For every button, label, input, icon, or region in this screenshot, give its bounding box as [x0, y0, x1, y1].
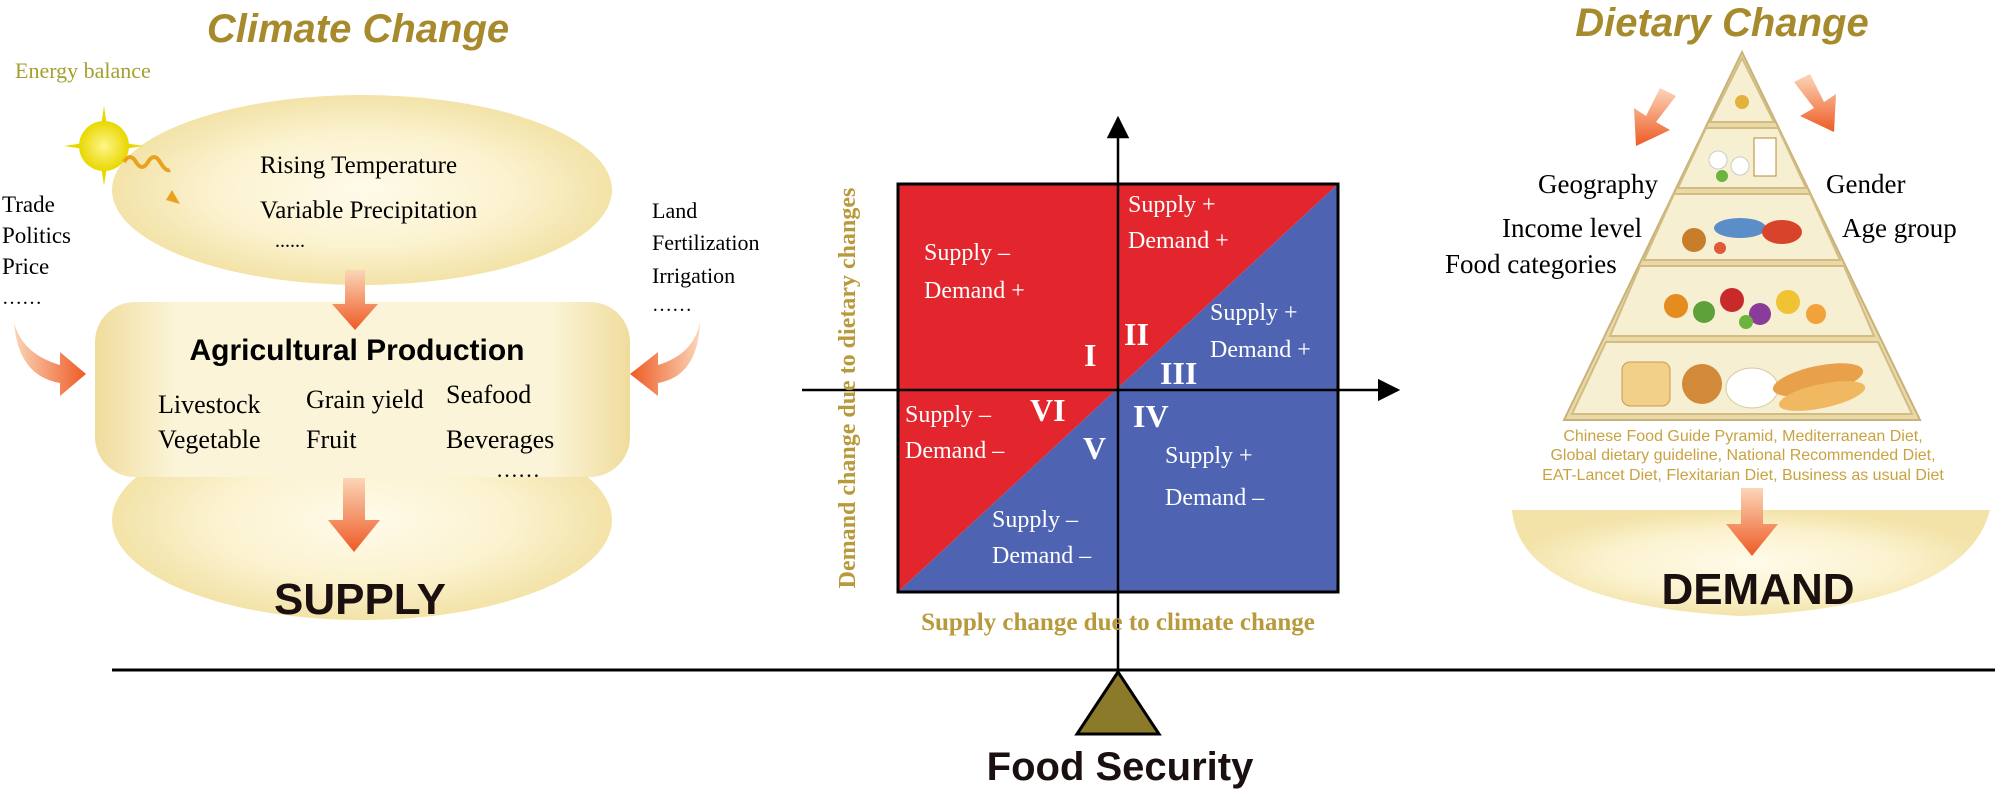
label-ll-supply: Supply –: [905, 402, 992, 428]
region-VI: VI: [1030, 392, 1066, 428]
diet-line-1: Chinese Food Guide Pyramid, Mediterranea…: [1563, 428, 1922, 445]
diet-to-demand-arrow: [1726, 488, 1778, 556]
diet-line-2: Global dietary guideline, National Recom…: [1550, 447, 1935, 464]
land-to-production-arrow: [630, 322, 700, 396]
diet-line-3: EAT-Lancet Diet, Flexitarian Diet, Busin…: [1542, 467, 1944, 484]
supply-panel: Climate Change Energy balance Rising Tem…: [2, 7, 760, 624]
factor-gender: Gender: [1826, 169, 1905, 199]
factor-food-categories: Food categories: [1445, 249, 1617, 279]
demand-glow: [1512, 510, 1990, 616]
energy-balance-label: Energy balance: [15, 58, 151, 83]
supply-label: SUPPLY: [274, 575, 446, 624]
product-livestock: Livestock: [158, 390, 261, 419]
food-pyramid-icon: [1562, 49, 1922, 421]
production-title: Agricultural Production: [189, 334, 524, 367]
factor-income: Income level: [1502, 213, 1642, 243]
demand-label: DEMAND: [1661, 565, 1854, 614]
land-factor-2: Fertilization: [652, 230, 760, 255]
socio-factor-2: Politics: [2, 223, 71, 248]
climate-factor-more: ......: [275, 230, 305, 252]
product-seafood: Seafood: [446, 380, 531, 409]
label-bottom-demand: Demand –: [992, 543, 1092, 569]
product-more: ……: [496, 457, 540, 482]
region-I: I: [1084, 337, 1096, 373]
product-grain: Grain yield: [306, 385, 424, 414]
label-top-demand: Demand +: [1128, 228, 1229, 254]
socio-factor-1: Trade: [2, 192, 55, 217]
x-axis-label: Supply change due to climate change: [921, 609, 1315, 636]
socio-to-production-arrow: [14, 322, 86, 396]
product-vegetable: Vegetable: [158, 425, 261, 454]
region-III: III: [1160, 355, 1197, 391]
land-factor-1: Land: [652, 198, 697, 223]
product-fruit: Fruit: [306, 425, 357, 454]
radiation-squiggle-icon: [122, 155, 171, 173]
diet-arrow-left: [1634, 88, 1676, 146]
land-factor-3: Irrigation: [652, 263, 735, 288]
socio-factor-3: Price: [2, 254, 49, 279]
dietary-change-heading: Dietary Change: [1575, 1, 1868, 45]
climate-to-production-arrow: [332, 270, 378, 330]
factor-geography: Geography: [1538, 169, 1658, 199]
label-bottom-supply: Supply –: [992, 507, 1079, 533]
food-security-label: Food Security: [987, 745, 1254, 789]
production-to-supply-arrow: [328, 478, 380, 552]
region-IV: IV: [1133, 398, 1169, 434]
balance: Food Security: [112, 668, 1995, 789]
climate-factor-1: Rising Temperature: [260, 152, 457, 179]
label-lr-demand: Demand –: [1165, 485, 1265, 511]
label-ll-demand: Demand –: [905, 438, 1005, 464]
label-right-demand: Demand +: [1210, 337, 1311, 363]
sun-icon: [64, 106, 144, 186]
land-factor-more: ……: [652, 294, 692, 316]
diet-arrow-right: [1794, 74, 1836, 132]
supply-glow-upper: [112, 95, 612, 285]
factor-age-group: Age group: [1842, 213, 1957, 243]
climate-change-heading: Climate Change: [207, 7, 509, 51]
region-II: II: [1124, 316, 1149, 352]
region-V: V: [1083, 430, 1106, 466]
climate-factor-2: Variable Precipitation: [260, 197, 478, 224]
fulcrum-icon: [1074, 669, 1162, 736]
quadrant-chart: I II III IV V VI Supply – Demand + Suppl…: [802, 115, 1401, 672]
demand-panel: Dietary Change: [1445, 1, 1990, 616]
socio-factor-more: ……: [2, 287, 42, 309]
y-axis-label: Demand change due to dietary changes: [835, 188, 861, 589]
label-top-supply: Supply +: [1128, 192, 1216, 218]
label-ul-demand: Demand +: [924, 278, 1025, 304]
production-band: [95, 302, 630, 477]
label-right-supply: Supply +: [1210, 300, 1298, 326]
label-lr-supply: Supply +: [1165, 443, 1253, 469]
product-beverages: Beverages: [446, 425, 554, 454]
label-ul-supply: Supply –: [924, 240, 1011, 266]
